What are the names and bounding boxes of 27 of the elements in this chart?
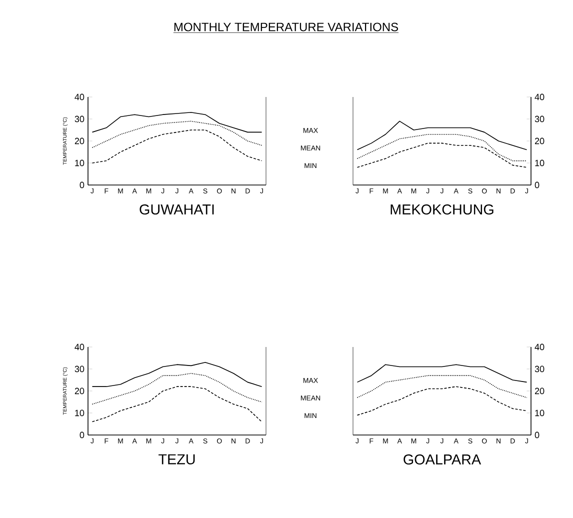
y-tick-label: 30 bbox=[534, 116, 544, 122]
line-series bbox=[92, 362, 262, 387]
y-tick-label: 10 bbox=[535, 410, 544, 416]
y-tick-label: 20 bbox=[534, 138, 544, 144]
y-tick-label: 40 bbox=[74, 94, 84, 100]
y-tick-label: 10 bbox=[535, 160, 544, 166]
y-tick-label: 30 bbox=[74, 366, 84, 372]
y-tick-label: 20 bbox=[74, 138, 84, 144]
y-tick-label: 10 bbox=[75, 160, 84, 166]
y-tick-label: 0 bbox=[80, 182, 84, 188]
chart-title: MONTHLY TEMPERATURE VARIATIONS bbox=[174, 22, 398, 32]
y-tick-label: 0 bbox=[534, 182, 540, 188]
y-tick-label: 0 bbox=[80, 432, 84, 438]
y-tick-label: 10 bbox=[75, 410, 84, 416]
y-tick-label: 40 bbox=[534, 94, 544, 100]
y-tick-label: 0 bbox=[534, 432, 540, 438]
y-tick-label: 30 bbox=[534, 366, 544, 372]
x-axis-title: MEKOKCHUNG bbox=[390, 204, 494, 215]
y-tick-label: 20 bbox=[74, 388, 84, 394]
y-tick-label: 20 bbox=[534, 388, 544, 394]
y-tick-label: 40 bbox=[74, 344, 84, 350]
x-axis-title: GUWAHATI bbox=[140, 204, 214, 215]
y-tick-label: 30 bbox=[74, 116, 84, 122]
x-axis-title: GOALPARA bbox=[404, 454, 482, 465]
x-axis-title: TEZU bbox=[158, 454, 195, 464]
line-series bbox=[356, 386, 528, 416]
y-tick-label: 40 bbox=[534, 344, 544, 350]
